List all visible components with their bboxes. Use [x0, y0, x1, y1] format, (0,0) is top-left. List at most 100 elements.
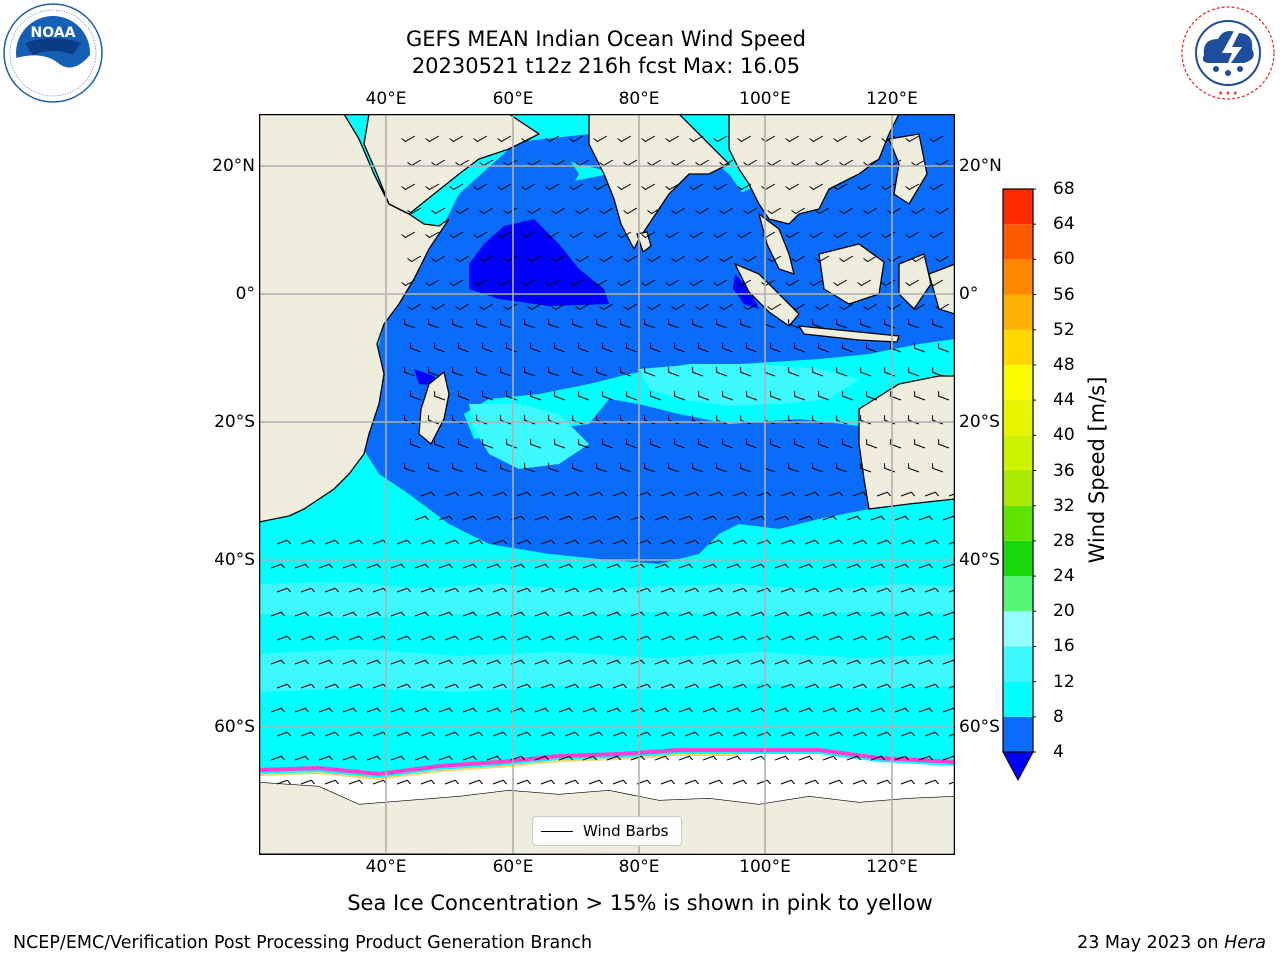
wind-barb [698, 391, 710, 401]
wind-barb [804, 779, 820, 785]
wind-barb [918, 515, 934, 521]
wind-barb [822, 563, 838, 569]
wind-barb [414, 515, 430, 521]
wind-barb [425, 135, 440, 143]
wind-barb [564, 731, 580, 737]
wind-barb [798, 563, 814, 569]
colorbar-tick-label: 24 [1053, 566, 1075, 587]
wind-barb [428, 367, 440, 377]
wind-barb [660, 731, 676, 737]
wind-barb [770, 343, 782, 353]
wind-barb [756, 539, 772, 545]
wind-barb [276, 587, 292, 593]
wind-barb [791, 255, 806, 263]
wind-barb [654, 515, 670, 521]
lon-tick-bottom: 100°E [739, 857, 791, 877]
wind-barb [626, 343, 638, 353]
wind-barb [318, 707, 334, 713]
wind-barb [756, 779, 772, 785]
wind-barb [650, 391, 662, 401]
wind-barb [455, 207, 470, 215]
wind-barb [914, 439, 926, 449]
wind-barb [822, 659, 838, 665]
wind-barb [708, 635, 724, 641]
wind-barb [569, 231, 584, 239]
wind-barb [716, 367, 728, 377]
wind-barb [444, 491, 460, 497]
wind-barb [630, 515, 646, 521]
wind-barb [599, 255, 614, 263]
wind-barb [462, 707, 478, 713]
wind-barbs [270, 135, 955, 785]
wind-barb [636, 587, 652, 593]
wind-barb [750, 515, 766, 521]
wind-barb [836, 319, 848, 329]
wind-barb [737, 183, 752, 191]
wind-barb [839, 207, 854, 215]
wind-barb [575, 207, 590, 215]
wind-barb [438, 563, 454, 569]
wind-barb [564, 683, 580, 689]
wind-barb [554, 439, 566, 449]
wind-barb [524, 463, 536, 473]
wind-barb [452, 319, 464, 329]
lat-tick-left: 20°N [212, 156, 255, 176]
wind-barb [606, 707, 622, 713]
wind-barb [863, 303, 878, 311]
wind-barb [918, 707, 934, 713]
colorbar-band [1003, 400, 1033, 436]
wind-barb [833, 231, 848, 239]
wind-barbs-legend: Wind Barbs [532, 816, 682, 846]
wind-barb [822, 755, 838, 761]
colorbar-tick-label: 12 [1053, 671, 1075, 692]
wind-barb [900, 731, 916, 737]
wind-barb [606, 755, 622, 761]
wind-barb [558, 659, 574, 665]
footer-credit: NCEP/EMC/Verification Post Processing Pr… [13, 933, 593, 953]
wind-barb [596, 319, 608, 329]
wind-barb [938, 343, 950, 353]
wind-barb [401, 135, 416, 143]
wind-barb [674, 439, 686, 449]
wind-barb [270, 659, 286, 665]
wind-barb [558, 611, 574, 617]
wind-barb [726, 611, 742, 617]
wind-barb [300, 587, 316, 593]
wind-barb [863, 207, 878, 215]
wind-barb [588, 731, 604, 737]
wind-barb [678, 707, 694, 713]
lat-tick-left: 0° [235, 284, 255, 304]
wind-barb [924, 635, 940, 641]
wind-barb [497, 231, 512, 239]
wind-barb [804, 731, 820, 737]
wind-barb [276, 779, 292, 785]
wind-barb [623, 207, 638, 215]
sea-ice-edge [259, 748, 955, 777]
wind-barb [342, 659, 358, 665]
wind-barb [500, 319, 512, 329]
lon-tick-bottom: 120°E [866, 857, 918, 877]
wind-barb [852, 683, 868, 689]
wind-barb [617, 279, 632, 287]
wind-barb [665, 183, 680, 191]
wind-barb [510, 563, 526, 569]
wind-barb [726, 707, 742, 713]
wind-barb [503, 303, 518, 311]
wind-barb [473, 231, 488, 239]
wind-barb [510, 659, 526, 665]
wind-barb [774, 659, 790, 665]
wind-barb [516, 683, 532, 689]
wind-barb [743, 255, 758, 263]
wind-barb [900, 683, 916, 689]
wind-barb [692, 463, 704, 473]
wind-barb [534, 563, 550, 569]
wind-barb [774, 707, 790, 713]
wind-barb [300, 539, 316, 545]
wind-barb [300, 683, 316, 689]
wind-barb [468, 491, 484, 497]
wind-barb [593, 183, 608, 191]
wind-barb [524, 367, 536, 377]
wind-barb [785, 183, 800, 191]
wind-barb [942, 563, 955, 569]
noaa-logo-text: NOAA [31, 25, 76, 41]
